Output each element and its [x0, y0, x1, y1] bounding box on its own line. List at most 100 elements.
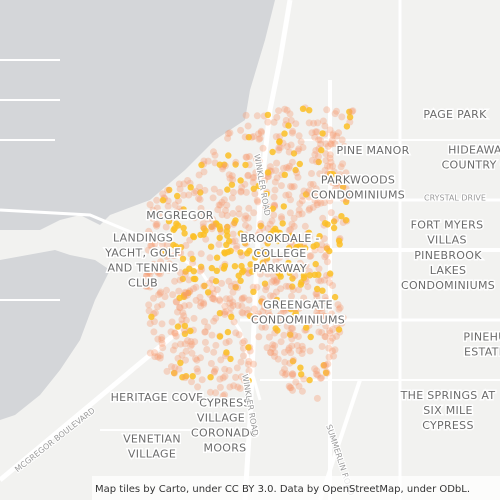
point [308, 170, 315, 177]
point [162, 247, 169, 255]
point [185, 301, 193, 309]
point [327, 270, 334, 277]
point [260, 298, 268, 306]
place-label: LAKES [430, 264, 467, 277]
point [298, 387, 306, 395]
point [335, 305, 343, 313]
point [178, 316, 186, 323]
point [287, 331, 294, 338]
point [322, 333, 329, 341]
point [158, 241, 166, 249]
point [322, 369, 330, 376]
point [302, 301, 310, 309]
point [292, 378, 300, 386]
point [212, 341, 220, 349]
place-label: FORT MYERS [411, 219, 484, 232]
point [228, 194, 236, 202]
point [289, 386, 296, 394]
point [324, 360, 332, 368]
point [212, 314, 220, 322]
point [243, 153, 251, 161]
point [268, 217, 276, 225]
point [233, 242, 241, 250]
point [154, 335, 162, 343]
point [279, 369, 286, 377]
point [171, 342, 179, 350]
point [337, 163, 345, 171]
point [286, 329, 294, 337]
point [178, 351, 186, 359]
point [319, 130, 326, 137]
point [305, 206, 313, 214]
point [281, 371, 289, 379]
point [220, 196, 228, 204]
place-label: CYPRESS [422, 419, 474, 432]
point [342, 191, 350, 199]
point [180, 224, 187, 232]
point [195, 194, 203, 202]
point [250, 360, 257, 368]
point [323, 258, 331, 266]
point [229, 302, 237, 309]
point [146, 283, 154, 291]
point [335, 129, 343, 137]
point [257, 127, 265, 135]
point [321, 333, 329, 340]
point [201, 318, 208, 326]
point [250, 312, 258, 320]
point [276, 138, 283, 146]
point [187, 327, 194, 335]
point [156, 270, 164, 278]
point [290, 356, 297, 364]
water [0, 0, 275, 420]
point [211, 151, 219, 159]
point [162, 223, 170, 231]
point [318, 241, 326, 249]
point [315, 265, 323, 273]
point [217, 228, 225, 236]
point [187, 342, 195, 350]
point [321, 166, 329, 174]
point [252, 254, 259, 261]
point [192, 296, 200, 304]
point [255, 313, 263, 321]
point [176, 205, 184, 213]
point [281, 105, 289, 113]
point [180, 180, 188, 188]
point [167, 328, 175, 336]
point [289, 370, 297, 378]
point [306, 376, 313, 384]
place-label: CORONADO [191, 427, 259, 440]
point [216, 234, 223, 241]
point [164, 197, 172, 205]
point [153, 263, 161, 271]
point [307, 180, 315, 188]
point [287, 141, 295, 149]
point [169, 291, 177, 299]
point [248, 268, 256, 275]
point [333, 107, 340, 115]
place-label: ESTATE [464, 346, 500, 359]
point [226, 295, 234, 303]
point [217, 356, 225, 364]
point [262, 286, 270, 294]
point [290, 222, 298, 230]
point [182, 316, 190, 324]
point [324, 142, 332, 150]
point [210, 185, 218, 193]
point [317, 277, 325, 285]
point [294, 333, 302, 340]
point [197, 231, 204, 239]
point [326, 154, 334, 162]
point [150, 294, 157, 302]
point [327, 209, 335, 217]
point [286, 209, 294, 217]
point [230, 220, 238, 228]
point [280, 331, 288, 339]
point [190, 189, 198, 197]
point [274, 229, 281, 236]
point [211, 365, 219, 373]
point [318, 329, 326, 336]
point [288, 220, 296, 228]
point [305, 187, 313, 195]
